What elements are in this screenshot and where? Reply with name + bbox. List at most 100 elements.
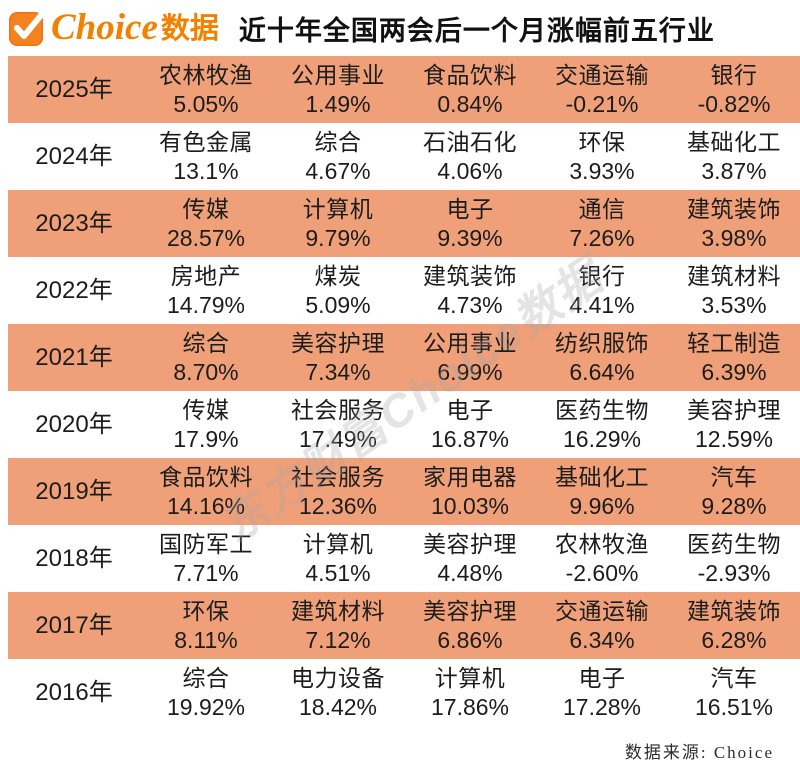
industry-cell: 石油石化 4.06% [404,123,536,190]
industry-change: 19.92% [166,693,245,720]
table-row: 2025年 农林牧渔 5.05% 公用事业 1.49% 食品饮料 0.84% 交… [8,56,800,123]
industry-name: 电子 [446,397,494,424]
industry-cell: 家用电器 10.03% [404,458,536,525]
year-cell: 2019年 [8,458,140,525]
industry-cell: 美容护理 6.86% [404,592,536,659]
industry-cell: 医药生物 16.29% [536,391,668,458]
industry-change: 17.86% [430,693,509,720]
industry-name: 基础化工 [555,464,649,491]
industry-change: -2.93% [697,559,771,586]
industry-change: 16.51% [694,693,773,720]
industry-cell: 国防军工 7.71% [140,525,272,592]
industry-change: 6.99% [437,358,503,385]
industry-change: 12.59% [694,425,773,452]
industry-name: 农林牧渔 [159,62,253,89]
year-label: 2016年 [35,678,113,706]
industry-cell: 建筑材料 3.53% [668,257,800,324]
year-label: 2017年 [35,611,113,639]
industry-change: 7.26% [569,224,635,251]
industry-change: 16.29% [562,425,641,452]
industry-cell: 农林牧渔 5.05% [140,56,272,123]
industry-change: 9.96% [569,492,635,519]
year-label: 2021年 [35,343,113,371]
industry-name: 电力设备 [291,665,385,692]
industry-change: 16.87% [430,425,509,452]
industry-name: 计算机 [302,196,374,223]
industry-cell: 有色金属 13.1% [140,123,272,190]
industry-name: 医药生物 [687,531,781,558]
data-source-note: 数据来源: Choice [624,743,774,762]
year-label: 2018年 [35,544,113,572]
industry-name: 汽车 [710,464,758,491]
industry-change: 9.28% [701,492,767,519]
industry-change: 4.06% [437,157,503,184]
industry-name: 家用电器 [423,464,517,491]
page-title: 近十年全国两会后一个月涨幅前五行业 [238,15,715,46]
industry-cell: 电力设备 18.42% [272,659,404,726]
industry-change: 5.09% [305,291,371,318]
industry-name: 建筑装饰 [687,196,781,223]
industry-change: 7.12% [305,626,371,653]
industry-cell: 电子 16.87% [404,391,536,458]
industry-change: 4.48% [437,559,503,586]
industry-change: 14.16% [166,492,245,519]
year-label: 2022年 [35,276,113,304]
industry-change: -2.60% [565,559,639,586]
industry-cell: 综合 4.67% [272,123,404,190]
industry-change: 4.73% [437,291,503,318]
industry-cell: 社会服务 17.49% [272,391,404,458]
industry-name: 食品饮料 [423,62,517,89]
year-label: 2023年 [35,209,113,237]
industry-name: 计算机 [302,531,374,558]
industry-name: 建筑材料 [291,598,385,625]
industry-name: 传媒 [182,397,230,424]
industry-name: 美容护理 [687,397,781,424]
table-row: 2019年 食品饮料 14.16% 社会服务 12.36% 家用电器 10.03… [8,458,800,525]
industry-name: 银行 [578,263,626,290]
industry-name: 建筑装饰 [687,598,781,625]
industry-name: 美容护理 [423,598,517,625]
industry-cell: 公用事业 1.49% [272,56,404,123]
industry-cell: 建筑装饰 6.28% [668,592,800,659]
industry-cell: 通信 7.26% [536,190,668,257]
industry-cell: 交通运输 6.34% [536,592,668,659]
industry-change: 8.70% [173,358,239,385]
year-cell: 2025年 [8,56,140,123]
industry-cell: 银行 4.41% [536,257,668,324]
industry-change: 4.51% [305,559,371,586]
industry-change: 5.05% [173,90,239,117]
industry-name: 交通运输 [555,598,649,625]
industry-cell: 传媒 28.57% [140,190,272,257]
table-row: 2022年 房地产 14.79% 煤炭 5.09% 建筑装饰 4.73% 银行 … [8,257,800,324]
table-row: 2023年 传媒 28.57% 计算机 9.79% 电子 9.39% 通信 7.… [8,190,800,257]
industry-change: 9.79% [305,224,371,251]
industry-change: 12.36% [298,492,377,519]
industry-cell: 社会服务 12.36% [272,458,404,525]
industry-name: 纺织服饰 [555,330,649,357]
industry-cell: 电子 9.39% [404,190,536,257]
year-cell: 2022年 [8,257,140,324]
industry-change: -0.82% [697,90,771,117]
industry-name: 农林牧渔 [555,531,649,558]
industry-name: 食品饮料 [159,464,253,491]
industry-cell: 煤炭 5.09% [272,257,404,324]
rankings-table: 2025年 农林牧渔 5.05% 公用事业 1.49% 食品饮料 0.84% 交… [0,56,800,726]
industry-cell: 综合 19.92% [140,659,272,726]
year-cell: 2018年 [8,525,140,592]
year-cell: 2016年 [8,659,140,726]
industry-change: 13.1% [173,157,239,184]
industry-change: 28.57% [166,224,245,251]
industry-cell: 传媒 17.9% [140,391,272,458]
industry-cell: 纺织服饰 6.64% [536,324,668,391]
check-icon [8,9,46,47]
industry-cell: 公用事业 6.99% [404,324,536,391]
industry-name: 汽车 [710,665,758,692]
year-label: 2025年 [35,75,113,103]
industry-cell: 房地产 14.79% [140,257,272,324]
industry-name: 综合 [314,129,362,156]
industry-change: 17.49% [298,425,377,452]
industry-cell: 建筑材料 7.12% [272,592,404,659]
industry-change: 4.67% [305,157,371,184]
year-cell: 2023年 [8,190,140,257]
table-row: 2021年 综合 8.70% 美容护理 7.34% 公用事业 6.99% 纺织服… [8,324,800,391]
